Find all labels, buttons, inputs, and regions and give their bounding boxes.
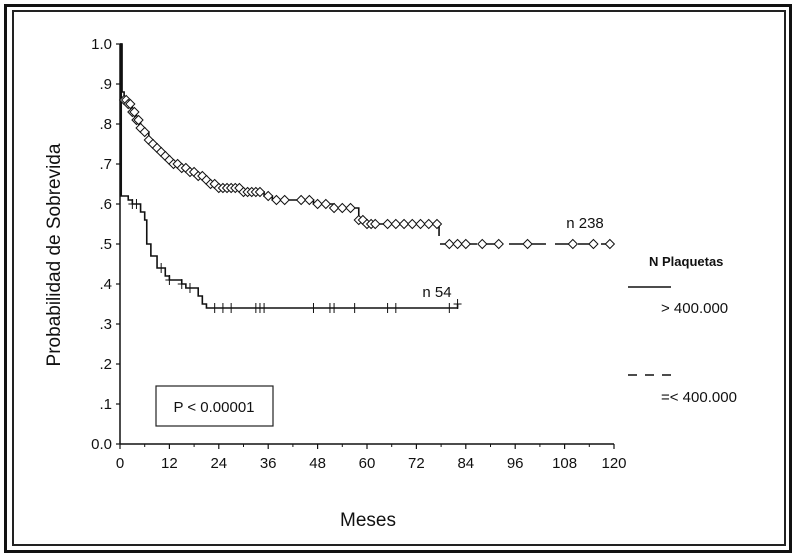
censor-marker-diamond [431, 218, 443, 230]
series-2 [118, 43, 616, 250]
censor-marker-diamond [452, 238, 463, 250]
censor-marker-diamond [477, 238, 488, 250]
censor-marker-diamond [588, 238, 599, 250]
x-tick-label: 60 [359, 455, 376, 472]
y-tick-label: .1 [99, 396, 112, 413]
x-tick-label: 72 [408, 455, 425, 472]
x-tick-label: 108 [552, 455, 577, 472]
censor-marker-diamond [328, 202, 340, 214]
x-tick-label: 48 [309, 455, 326, 472]
censor-marker-diamond [271, 194, 282, 206]
outer-frame [4, 4, 792, 553]
censor-marker-plus [157, 263, 166, 273]
censor-marker-diamond [370, 218, 381, 230]
censor-marker-diamond [493, 238, 504, 250]
censor-marker-diamond [133, 114, 144, 126]
censor-marker-plus [185, 283, 194, 293]
censor-marker-plus [132, 199, 141, 209]
inner-frame [12, 10, 786, 546]
censor-marker-diamond [423, 218, 434, 230]
censor-marker-plus [453, 299, 462, 309]
x-tick-label: 96 [507, 455, 524, 472]
y-tick-label: 0.0 [91, 436, 112, 453]
y-axis-title: Probabilidad de Sobrevida [44, 143, 65, 366]
y-tick-label: .3 [99, 316, 112, 333]
series-2-end-label: n 238 [566, 215, 604, 232]
censor-marker-plus [330, 303, 339, 313]
labels-layer: Probabilidad de Sobrevida Meses P < 0.00… [44, 143, 737, 531]
censor-marker-plus [350, 303, 359, 313]
censor-marker-diamond [522, 238, 533, 250]
censor-marker-diamond [382, 218, 393, 230]
censor-marker-plus [309, 303, 318, 313]
legend-entry-2: =< 400.000 [661, 389, 737, 406]
censor-marker-diamond [390, 218, 402, 230]
censor-marker-diamond [125, 98, 136, 110]
censor-marker-diamond [407, 218, 418, 230]
censor-marker-plus [165, 275, 174, 285]
censor-marker-plus [218, 303, 227, 313]
censor-marker-plus [445, 303, 454, 313]
p-value-annotation: P < 0.00001 [173, 399, 254, 416]
censor-marker-diamond [415, 218, 426, 230]
censor-marker-diamond [304, 194, 315, 206]
censor-marker-diamond [262, 190, 274, 202]
x-tick-label: 24 [210, 455, 227, 472]
censor-marker-plus [383, 303, 392, 313]
y-tick-label: .8 [99, 116, 112, 133]
censor-marker-diamond [312, 198, 323, 210]
censor-marker-plus [391, 303, 400, 313]
censor-marker-diamond [460, 238, 472, 250]
series-layer [118, 43, 616, 313]
x-tick-label: 36 [260, 455, 277, 472]
legend-title: N Plaquetas [649, 254, 723, 269]
x-tick-label: 120 [601, 455, 626, 472]
censor-marker-diamond [398, 218, 410, 230]
censor-marker-diamond [604, 238, 616, 250]
x-axis-title: Meses [340, 510, 396, 531]
censor-marker-plus [227, 303, 236, 313]
censor-marker-diamond [254, 186, 266, 198]
axes: 0 12 24 36 48 60 72 84 96 108 120 0.0 .1 .2 .3 .4 .5 .6 .7… [91, 36, 626, 472]
series-1-end-label: n 54 [422, 284, 451, 301]
censor-marker-diamond [295, 194, 307, 206]
censor-marker-diamond [320, 198, 332, 210]
censor-marker-diamond [567, 238, 579, 250]
series-1-line [120, 43, 459, 309]
censor-marker-diamond [345, 202, 356, 214]
censor-marker-diamond [444, 238, 455, 250]
series-1 [120, 43, 462, 313]
y-tick-label: .7 [99, 156, 112, 173]
censor-marker-diamond [139, 126, 150, 138]
x-tick-label: 12 [161, 455, 178, 472]
y-tick-label: .4 [99, 276, 112, 293]
y-tick-label: .5 [99, 236, 112, 253]
y-tick-label: .9 [99, 76, 112, 93]
x-tick-label: 0 [116, 455, 124, 472]
x-tick-label: 84 [457, 455, 474, 472]
censor-marker-plus [177, 279, 186, 289]
y-tick-label: .6 [99, 196, 112, 213]
censor-marker-diamond [279, 194, 290, 206]
censor-marker-diamond [129, 106, 140, 118]
censor-marker-plus [260, 303, 269, 313]
y-tick-label: .2 [99, 356, 112, 373]
p-value-box [155, 385, 274, 427]
censor-marker-diamond [337, 202, 348, 214]
legend-entry-1: > 400.000 [661, 300, 728, 317]
censor-marker-plus [210, 303, 219, 313]
y-tick-label: 1.0 [91, 36, 112, 53]
